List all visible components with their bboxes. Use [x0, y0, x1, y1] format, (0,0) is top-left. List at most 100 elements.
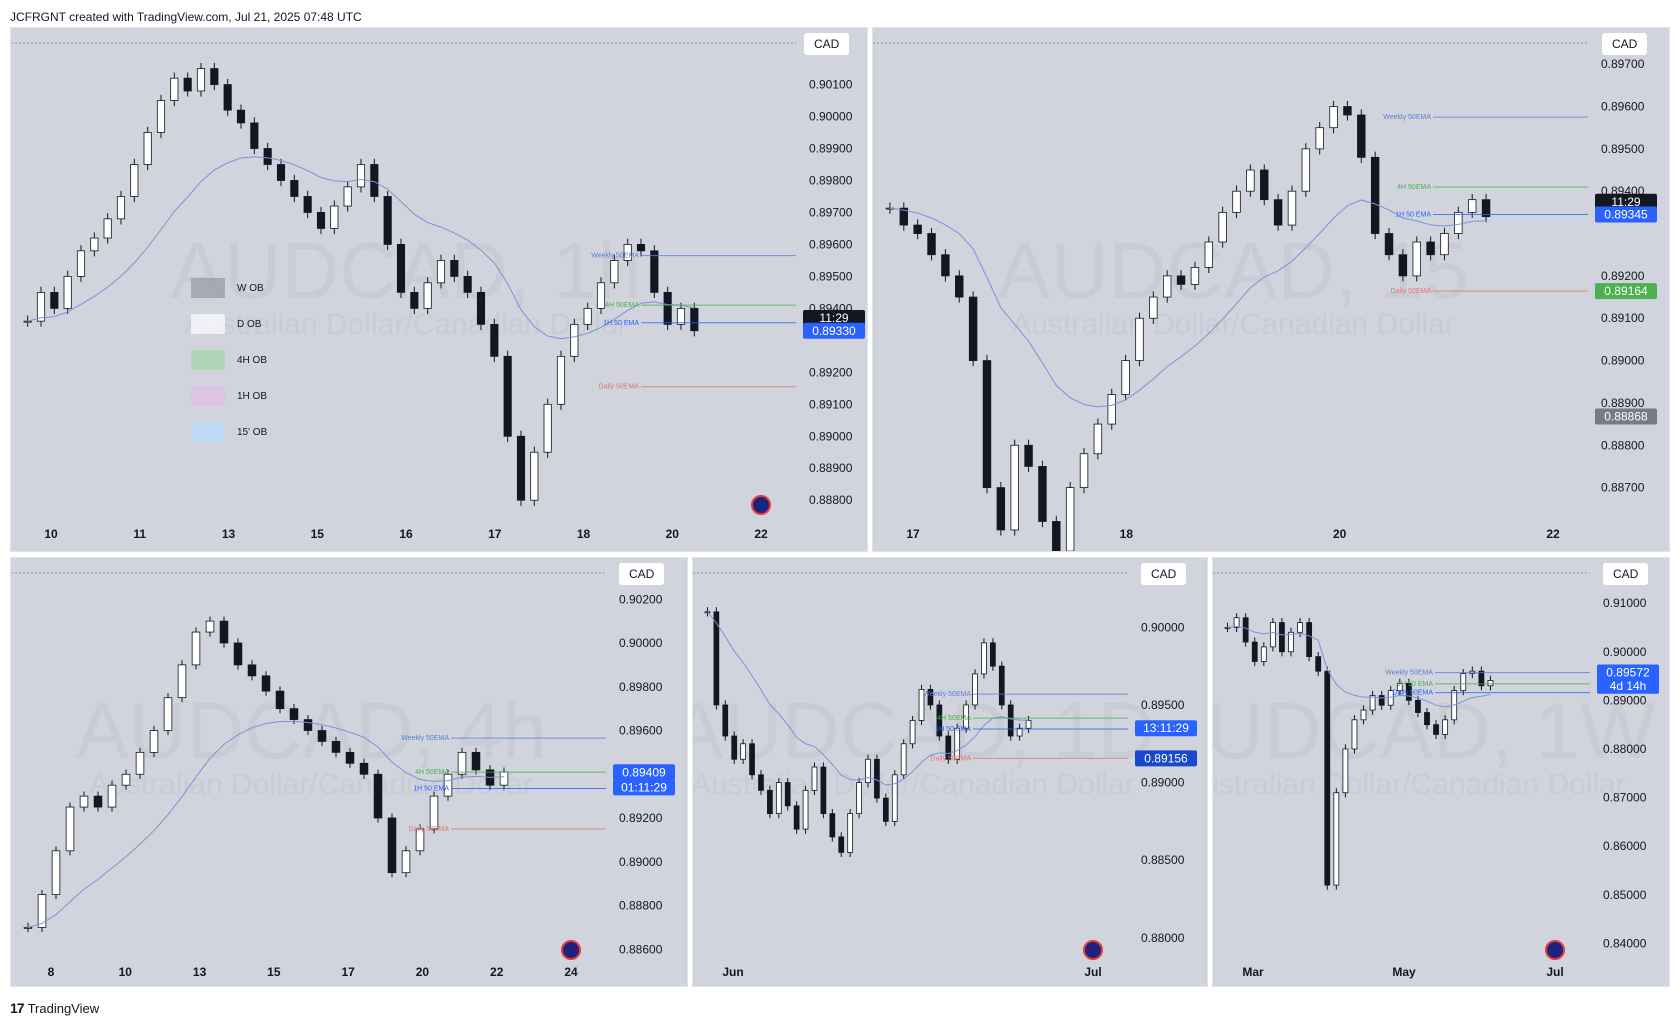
- tradingview-footer[interactable]: 17 TradingView: [10, 1000, 99, 1016]
- candle-body: [1440, 233, 1449, 256]
- time-tick-label: 10: [119, 965, 133, 979]
- time-tick-label: 13: [222, 527, 236, 541]
- price-tick-label: 0.89500: [1141, 698, 1185, 712]
- chart-panel-1h[interactable]: AUDCAD, 1h Australian Dollar/Canadian Dol…: [10, 27, 868, 552]
- price-label-bg: [1597, 664, 1659, 681]
- candle-body: [1315, 656, 1322, 672]
- candle-body: [163, 697, 173, 731]
- candle-body: [1024, 444, 1033, 467]
- currency-badge[interactable]: CAD: [1603, 563, 1649, 585]
- chart-panel-1d[interactable]: AUDCAD, 1D Australian Dollar/Canadian Dol…: [692, 557, 1208, 987]
- ema-line: [889, 199, 1487, 408]
- candle-body: [247, 664, 257, 677]
- price-tick-label: 0.89100: [1601, 311, 1645, 325]
- level-label: 1H 50 EMA: [603, 320, 639, 327]
- level-label: Weekly 50EMA: [1383, 114, 1431, 121]
- candle-body: [650, 250, 659, 293]
- chart-panel-15m[interactable]: AUDCAD, 15 Australian Dollar/Canadian Dol…: [872, 27, 1670, 552]
- candle-body: [116, 196, 126, 220]
- price-tick-label: 0.89200: [809, 365, 853, 379]
- candle-body: [396, 244, 406, 293]
- price-label-bg: [613, 764, 675, 781]
- candle-body: [490, 323, 499, 357]
- price-tick-label: 0.89700: [809, 205, 853, 219]
- candle-body: [1324, 670, 1331, 886]
- watermark-name: Australian Dollar/Canadian Dollar: [184, 308, 628, 341]
- candle-body: [1273, 199, 1283, 226]
- price-label-text: 13:11:29: [1143, 721, 1189, 735]
- time-tick-label: 22: [1546, 527, 1560, 541]
- candle-body: [303, 196, 312, 213]
- candle-body: [820, 766, 827, 815]
- candle-body: [261, 675, 271, 692]
- candle-body: [1007, 704, 1014, 737]
- currency-badge[interactable]: CAD: [804, 33, 850, 55]
- time-tick-label: 15: [267, 965, 281, 979]
- candle-body: [303, 719, 313, 731]
- candle-body: [1135, 317, 1144, 361]
- ema-line: [707, 611, 1029, 786]
- time-tick-label: 17: [906, 527, 920, 541]
- candle-body: [1121, 360, 1130, 395]
- candle-body: [79, 795, 89, 808]
- price-tick-label: 0.88500: [1141, 853, 1185, 867]
- level-label: Weekly 50EMA: [1385, 670, 1433, 677]
- time-tick-label: 11: [133, 527, 146, 541]
- price-label: 0.88868: [1595, 408, 1657, 425]
- price-tick-label: 0.90000: [1141, 620, 1185, 634]
- price-tick-label: 0.89800: [809, 173, 853, 187]
- price-label-bg: [1595, 193, 1657, 210]
- time-tick-label: 8: [48, 965, 55, 979]
- candle-body: [503, 355, 512, 437]
- time-tick-label: 24: [564, 965, 578, 979]
- price-label-text: 01:11:29: [621, 780, 667, 794]
- price-tick-label: 0.84000: [1603, 936, 1647, 950]
- time-tick-label: 18: [1120, 527, 1134, 541]
- candle-body: [330, 205, 339, 229]
- candle-body: [443, 773, 453, 797]
- candle-body: [556, 355, 566, 405]
- candle-body: [1149, 296, 1158, 319]
- price-label-bg: [1135, 720, 1197, 737]
- candle-body: [1342, 748, 1349, 794]
- price-tick-label: 0.89000: [1603, 693, 1647, 707]
- candle-body: [990, 642, 996, 667]
- candle-body: [149, 730, 159, 753]
- candle-body: [1038, 466, 1047, 522]
- level-label: Weekly 50EMA: [401, 735, 449, 742]
- candle-body: [275, 690, 285, 710]
- currency-badge[interactable]: CAD: [1602, 33, 1648, 55]
- currency-badge[interactable]: CAD: [619, 563, 665, 585]
- price-tick-label: 0.89200: [1601, 269, 1645, 283]
- candle-body: [436, 260, 446, 284]
- price-tick-label: 0.89600: [809, 237, 853, 251]
- candle-body: [1398, 254, 1408, 277]
- candle-body: [945, 735, 952, 760]
- price-label: 13:11:29: [1135, 720, 1197, 737]
- time-tick-label: Jul: [1084, 965, 1101, 979]
- candle-body: [457, 751, 467, 775]
- currency-badge[interactable]: CAD: [1141, 563, 1187, 585]
- candle-body: [663, 291, 672, 325]
- time-tick-label: 18: [577, 527, 591, 541]
- candle-body: [103, 218, 112, 239]
- candle-body: [223, 84, 232, 111]
- candle-body: [276, 164, 286, 181]
- candle-body: [1251, 641, 1258, 662]
- candle-body: [1246, 169, 1255, 192]
- candle-body: [1260, 169, 1269, 201]
- price-tick-label: 0.88000: [1141, 931, 1185, 945]
- candle-body: [423, 282, 432, 309]
- candle-body: [891, 774, 898, 822]
- candle-body: [570, 323, 579, 357]
- chart-panel-4h[interactable]: AUDCAD, 4h Australian Dollar/Canadian Dol…: [10, 557, 688, 987]
- candle-body: [865, 758, 871, 783]
- candle-body: [191, 631, 201, 666]
- candle-body: [76, 250, 86, 277]
